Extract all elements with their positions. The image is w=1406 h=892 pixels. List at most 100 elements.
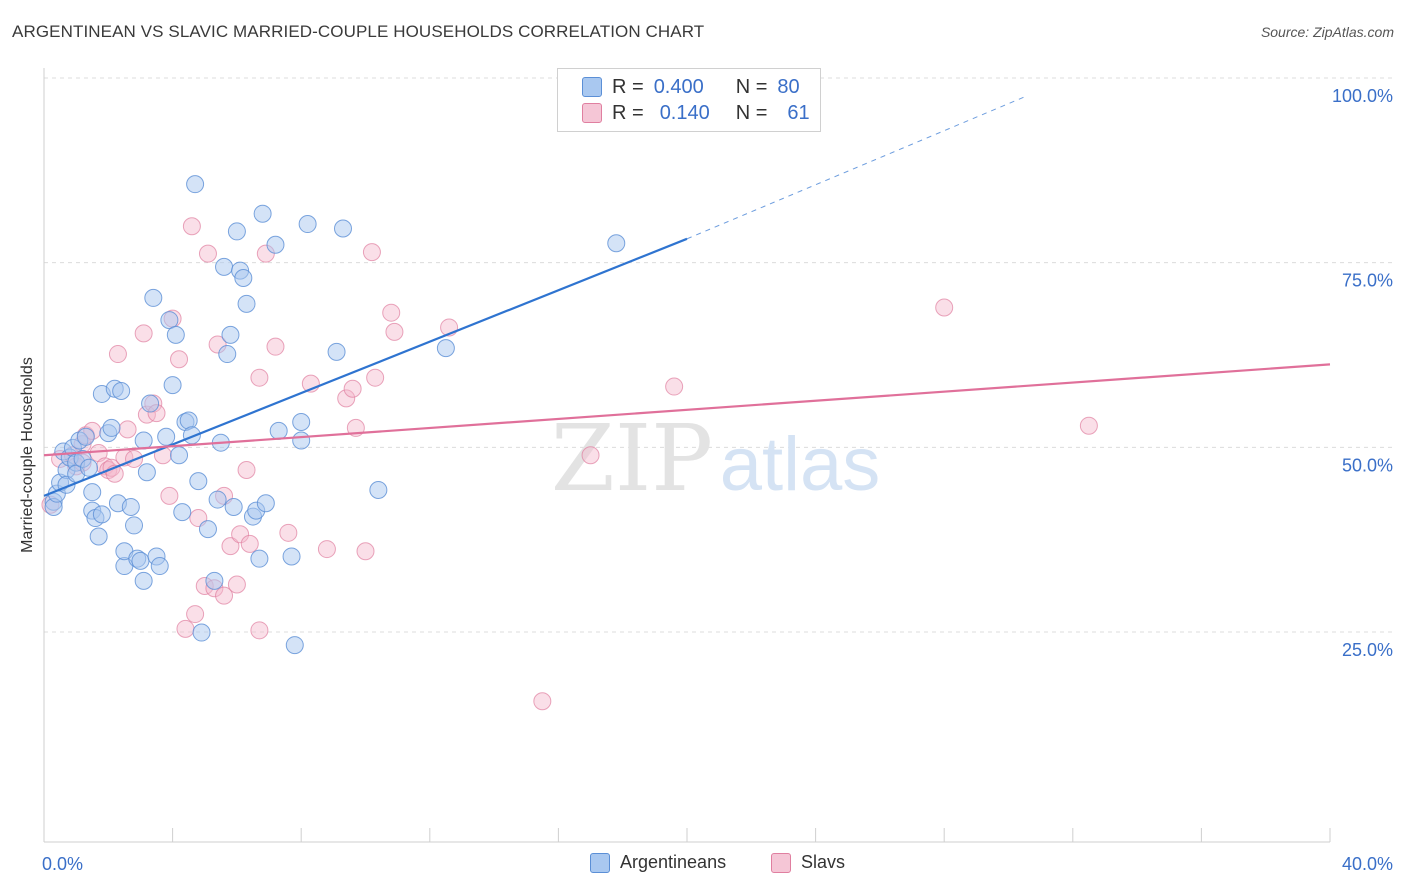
argentineans-point [131,551,150,570]
argentineans-r-label: R = [612,75,644,98]
slavs-point [356,542,375,561]
argentineans-point [80,458,99,477]
argentineans-point [253,204,272,223]
argentineans-legend-label: Argentineans [620,852,727,872]
slavs-point [665,377,684,396]
argentineans-point [198,520,217,539]
source-label: Source: ZipAtlas.com [1260,24,1394,40]
argentineans-point [137,463,156,482]
argentineans-point [186,175,205,194]
argentineans-point [224,497,243,516]
slavs-point [581,446,600,465]
argentineans-point [141,394,160,413]
argentineans-point [266,235,285,254]
argentineans-point [144,288,163,307]
argentineans-point [83,483,102,502]
slavs-point [385,322,404,341]
tick-labels: 25.0% 50.0% 75.0% 100.0% 0.0% 40.0% [42,86,1393,874]
slavs-point [362,243,381,262]
slavs-legend-swatch [771,852,791,873]
y-tick-label: 100.0% [1332,86,1393,106]
watermark-atlas: atlas [720,422,881,507]
argentineans-n-value: 80 [777,75,800,98]
slavs-swatch [582,103,602,123]
legend-row-slavs: R = 0.140 N = 61 [582,101,810,125]
slavs-r-value: 0.140 [659,101,710,124]
legend-item-argentineans: Argentineans [590,852,726,873]
argentineans-point [134,431,153,450]
argentineans-trend-extension [686,95,1028,240]
slavs-point [182,217,201,236]
argentineans-point [282,547,301,566]
argentineans-point [208,490,227,509]
slavs-point [176,619,195,638]
slavs-point [118,420,137,439]
argentineans-point [76,427,95,446]
watermark-zip: ZIP [551,405,713,512]
slavs-point [279,523,298,542]
slavs-point [266,337,285,356]
argentineans-point [256,494,275,513]
argentineans-point [189,472,208,491]
argentineans-point [157,427,176,446]
argentineans-point [333,219,352,238]
argentineans-r-value: 0.400 [653,75,704,98]
slavs-point [935,298,954,317]
slavs-point [170,350,189,369]
slavs-point [231,525,250,544]
slavs-point [250,621,269,640]
slavs-point [237,461,256,480]
trend-lines [43,95,1331,497]
argentineans-point [134,571,153,590]
argentineans-point [205,571,224,590]
y-tick-label: 25.0% [1342,640,1393,660]
slavs-point [215,586,234,605]
correlation-legend: R = 0.400 N = 80 R = 0.140 N = 61 [557,68,821,132]
y-tick-label: 75.0% [1342,271,1393,291]
argentineans-point [327,342,346,361]
slavs-point [250,368,269,387]
slavs-point [221,537,240,556]
argentineans-point [173,503,192,522]
y-tick-label: 50.0% [1342,455,1393,475]
chart-title: ARGENTINEAN VS SLAVIC MARRIED-COUPLE HOU… [12,22,705,41]
argentineans-point [227,222,246,241]
argentineans-point [112,381,131,400]
slavs-point [382,303,401,322]
argentineans-swatch [582,77,602,97]
slavs-point [108,345,127,364]
slavs-point [198,244,217,263]
argentineans-trend-line [43,237,688,497]
argentineans-point [292,413,311,432]
slavs-n-label: N = [735,101,768,124]
slavs-legend-label: Slavs [801,852,846,872]
argentineans-points [44,175,626,655]
slavs-point [1079,416,1098,435]
argentineans-point [369,480,388,499]
argentineans-n-label: N = [735,75,768,98]
slavs-point [317,540,336,559]
argentineans-point [237,294,256,313]
argentineans-point [92,505,111,524]
slavs-point [343,379,362,398]
slavs-r-label: R = [612,101,644,124]
slavs-point [160,486,179,505]
argentineans-point [250,549,269,568]
argentineans-point [285,636,304,655]
argentineans-point [102,418,121,437]
watermark: ZIP atlas [551,405,880,512]
argentineans-point [166,325,185,344]
argentineans-point [215,257,234,276]
argentineans-point [292,431,311,450]
argentineans-point [192,623,211,642]
x-tick-label-min: 0.0% [42,854,83,874]
argentineans-point [170,446,189,465]
argentineans-point [125,516,144,535]
slavs-point [227,575,246,594]
slavs-point [533,692,552,711]
argentineans-point [163,376,182,395]
argentineans-point [150,557,169,576]
argentineans-point [89,527,108,546]
legend-item-slavs: Slavs [771,852,845,873]
